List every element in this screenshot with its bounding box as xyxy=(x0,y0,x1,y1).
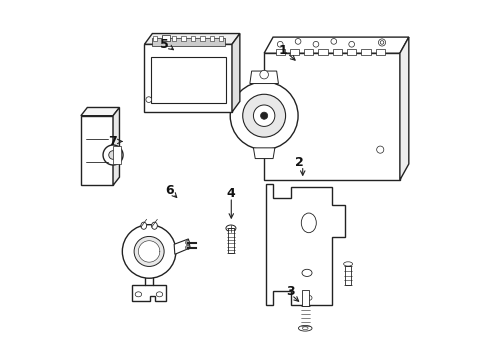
Bar xyxy=(172,36,176,41)
Ellipse shape xyxy=(141,222,146,229)
Bar xyxy=(162,36,166,41)
Bar xyxy=(144,44,231,112)
Ellipse shape xyxy=(343,262,352,266)
Circle shape xyxy=(376,146,383,153)
Text: 7: 7 xyxy=(108,135,117,148)
Ellipse shape xyxy=(302,269,311,276)
Circle shape xyxy=(103,145,123,165)
Bar xyxy=(151,38,224,46)
Circle shape xyxy=(348,41,354,47)
Bar xyxy=(227,228,234,253)
Bar xyxy=(275,49,285,55)
Circle shape xyxy=(242,94,285,137)
Bar xyxy=(151,57,225,103)
Bar xyxy=(318,49,327,55)
Polygon shape xyxy=(264,37,408,53)
Polygon shape xyxy=(399,37,408,180)
Bar xyxy=(361,49,370,55)
Bar xyxy=(113,146,121,164)
Bar xyxy=(209,36,214,41)
Ellipse shape xyxy=(298,325,311,331)
Polygon shape xyxy=(174,239,190,254)
Ellipse shape xyxy=(301,213,316,233)
Text: 5: 5 xyxy=(160,38,169,51)
Bar xyxy=(153,36,157,41)
Polygon shape xyxy=(138,241,160,262)
Bar xyxy=(289,49,299,55)
Polygon shape xyxy=(144,33,240,44)
Circle shape xyxy=(230,82,298,150)
Bar xyxy=(264,53,399,180)
Circle shape xyxy=(312,41,318,47)
Bar xyxy=(190,36,195,41)
Polygon shape xyxy=(81,108,119,116)
Ellipse shape xyxy=(135,292,142,297)
Polygon shape xyxy=(231,33,240,112)
Circle shape xyxy=(145,97,151,103)
Circle shape xyxy=(330,39,336,44)
Circle shape xyxy=(108,151,117,159)
Bar xyxy=(181,36,185,41)
Polygon shape xyxy=(132,285,165,301)
Circle shape xyxy=(295,39,300,44)
Ellipse shape xyxy=(156,292,163,297)
Bar xyxy=(346,49,356,55)
Bar xyxy=(200,36,204,41)
Ellipse shape xyxy=(151,222,157,229)
Circle shape xyxy=(277,41,283,47)
Circle shape xyxy=(185,246,189,249)
Bar xyxy=(332,49,341,55)
Text: 6: 6 xyxy=(165,184,173,197)
Ellipse shape xyxy=(302,327,307,330)
Circle shape xyxy=(134,237,164,266)
Circle shape xyxy=(378,39,385,46)
Circle shape xyxy=(253,105,274,126)
Text: 3: 3 xyxy=(286,285,295,298)
Circle shape xyxy=(380,41,383,44)
Text: 2: 2 xyxy=(295,156,304,169)
Bar xyxy=(81,116,113,185)
Ellipse shape xyxy=(305,296,311,300)
Text: 4: 4 xyxy=(226,187,235,200)
Circle shape xyxy=(259,70,268,79)
Polygon shape xyxy=(113,108,119,185)
Circle shape xyxy=(185,240,189,245)
Text: 1: 1 xyxy=(278,44,287,57)
Bar xyxy=(304,49,313,55)
Polygon shape xyxy=(253,148,274,158)
Bar xyxy=(345,266,350,285)
Polygon shape xyxy=(249,71,278,84)
Ellipse shape xyxy=(225,225,235,231)
Bar xyxy=(162,35,170,41)
Polygon shape xyxy=(265,184,344,305)
Bar xyxy=(301,290,308,306)
Bar xyxy=(219,36,223,41)
Circle shape xyxy=(122,225,176,278)
Bar xyxy=(375,49,384,55)
Circle shape xyxy=(260,112,267,119)
